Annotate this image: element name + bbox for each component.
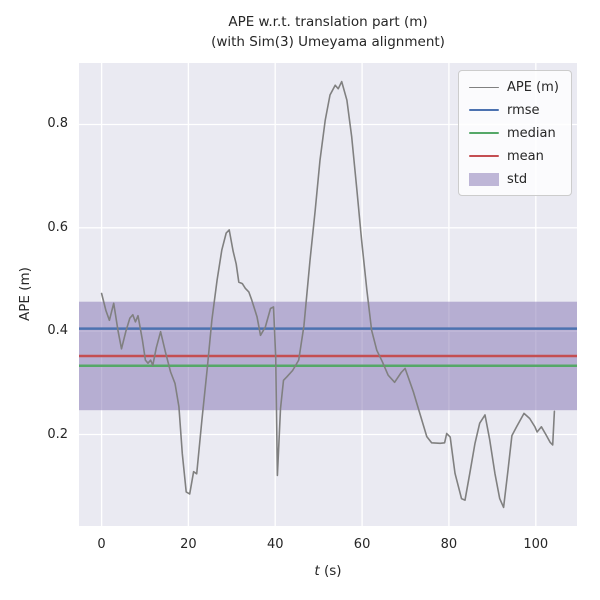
legend-line-swatch: [469, 155, 499, 157]
x-axis-label: t (s): [79, 563, 577, 579]
y-axis-label: APE (m): [17, 267, 33, 321]
legend-item: std: [469, 170, 561, 188]
y-tick-label: 0.8: [47, 116, 68, 132]
legend-patch-swatch: [469, 172, 499, 186]
x-axis-label-unit: (s): [319, 563, 342, 579]
ape-plot: [79, 63, 577, 526]
legend-swatch-mark: [469, 132, 499, 134]
legend-item: median: [469, 124, 561, 142]
chart-title-line-1: APE w.r.t. translation part (m): [228, 14, 428, 30]
y-tick-label: 0.6: [47, 219, 68, 235]
legend-line-swatch: [469, 86, 499, 88]
legend-label: APE (m): [507, 79, 559, 95]
x-tick-label: 40: [266, 537, 284, 552]
legend-item: APE (m): [469, 78, 561, 96]
chart-title: APE w.r.t. translation part (m) (with Si…: [79, 12, 577, 52]
legend-swatch-mark: [469, 172, 499, 186]
y-tick-label: 0.2: [47, 426, 68, 442]
x-tick-label: 0: [97, 537, 106, 552]
legend-item: rmse: [469, 101, 561, 119]
x-tick-label: 80: [440, 537, 458, 552]
x-axis-label-symbol: t: [314, 563, 320, 579]
legend-line-swatch: [469, 132, 499, 134]
legend-label: median: [507, 125, 556, 141]
legend-swatch-mark: [469, 109, 499, 111]
y-tick-label: 0.4: [47, 323, 68, 339]
legend-item: mean: [469, 147, 561, 165]
x-tick-label: 20: [180, 537, 197, 552]
x-tick-label: 100: [523, 537, 549, 552]
legend-swatch-mark: [469, 86, 499, 88]
ape-trace: [100, 80, 556, 509]
x-tick-label: 60: [353, 537, 371, 552]
legend-swatch-mark: [469, 155, 499, 157]
legend-label: mean: [507, 148, 544, 164]
legend-label: std: [507, 171, 528, 187]
chart-title-line-2: (with Sim(3) Umeyama alignment): [211, 34, 445, 50]
legend-label: rmse: [507, 102, 540, 118]
legend-line-swatch: [469, 109, 499, 111]
legend: APE (m) rmse median mean std: [458, 70, 572, 196]
